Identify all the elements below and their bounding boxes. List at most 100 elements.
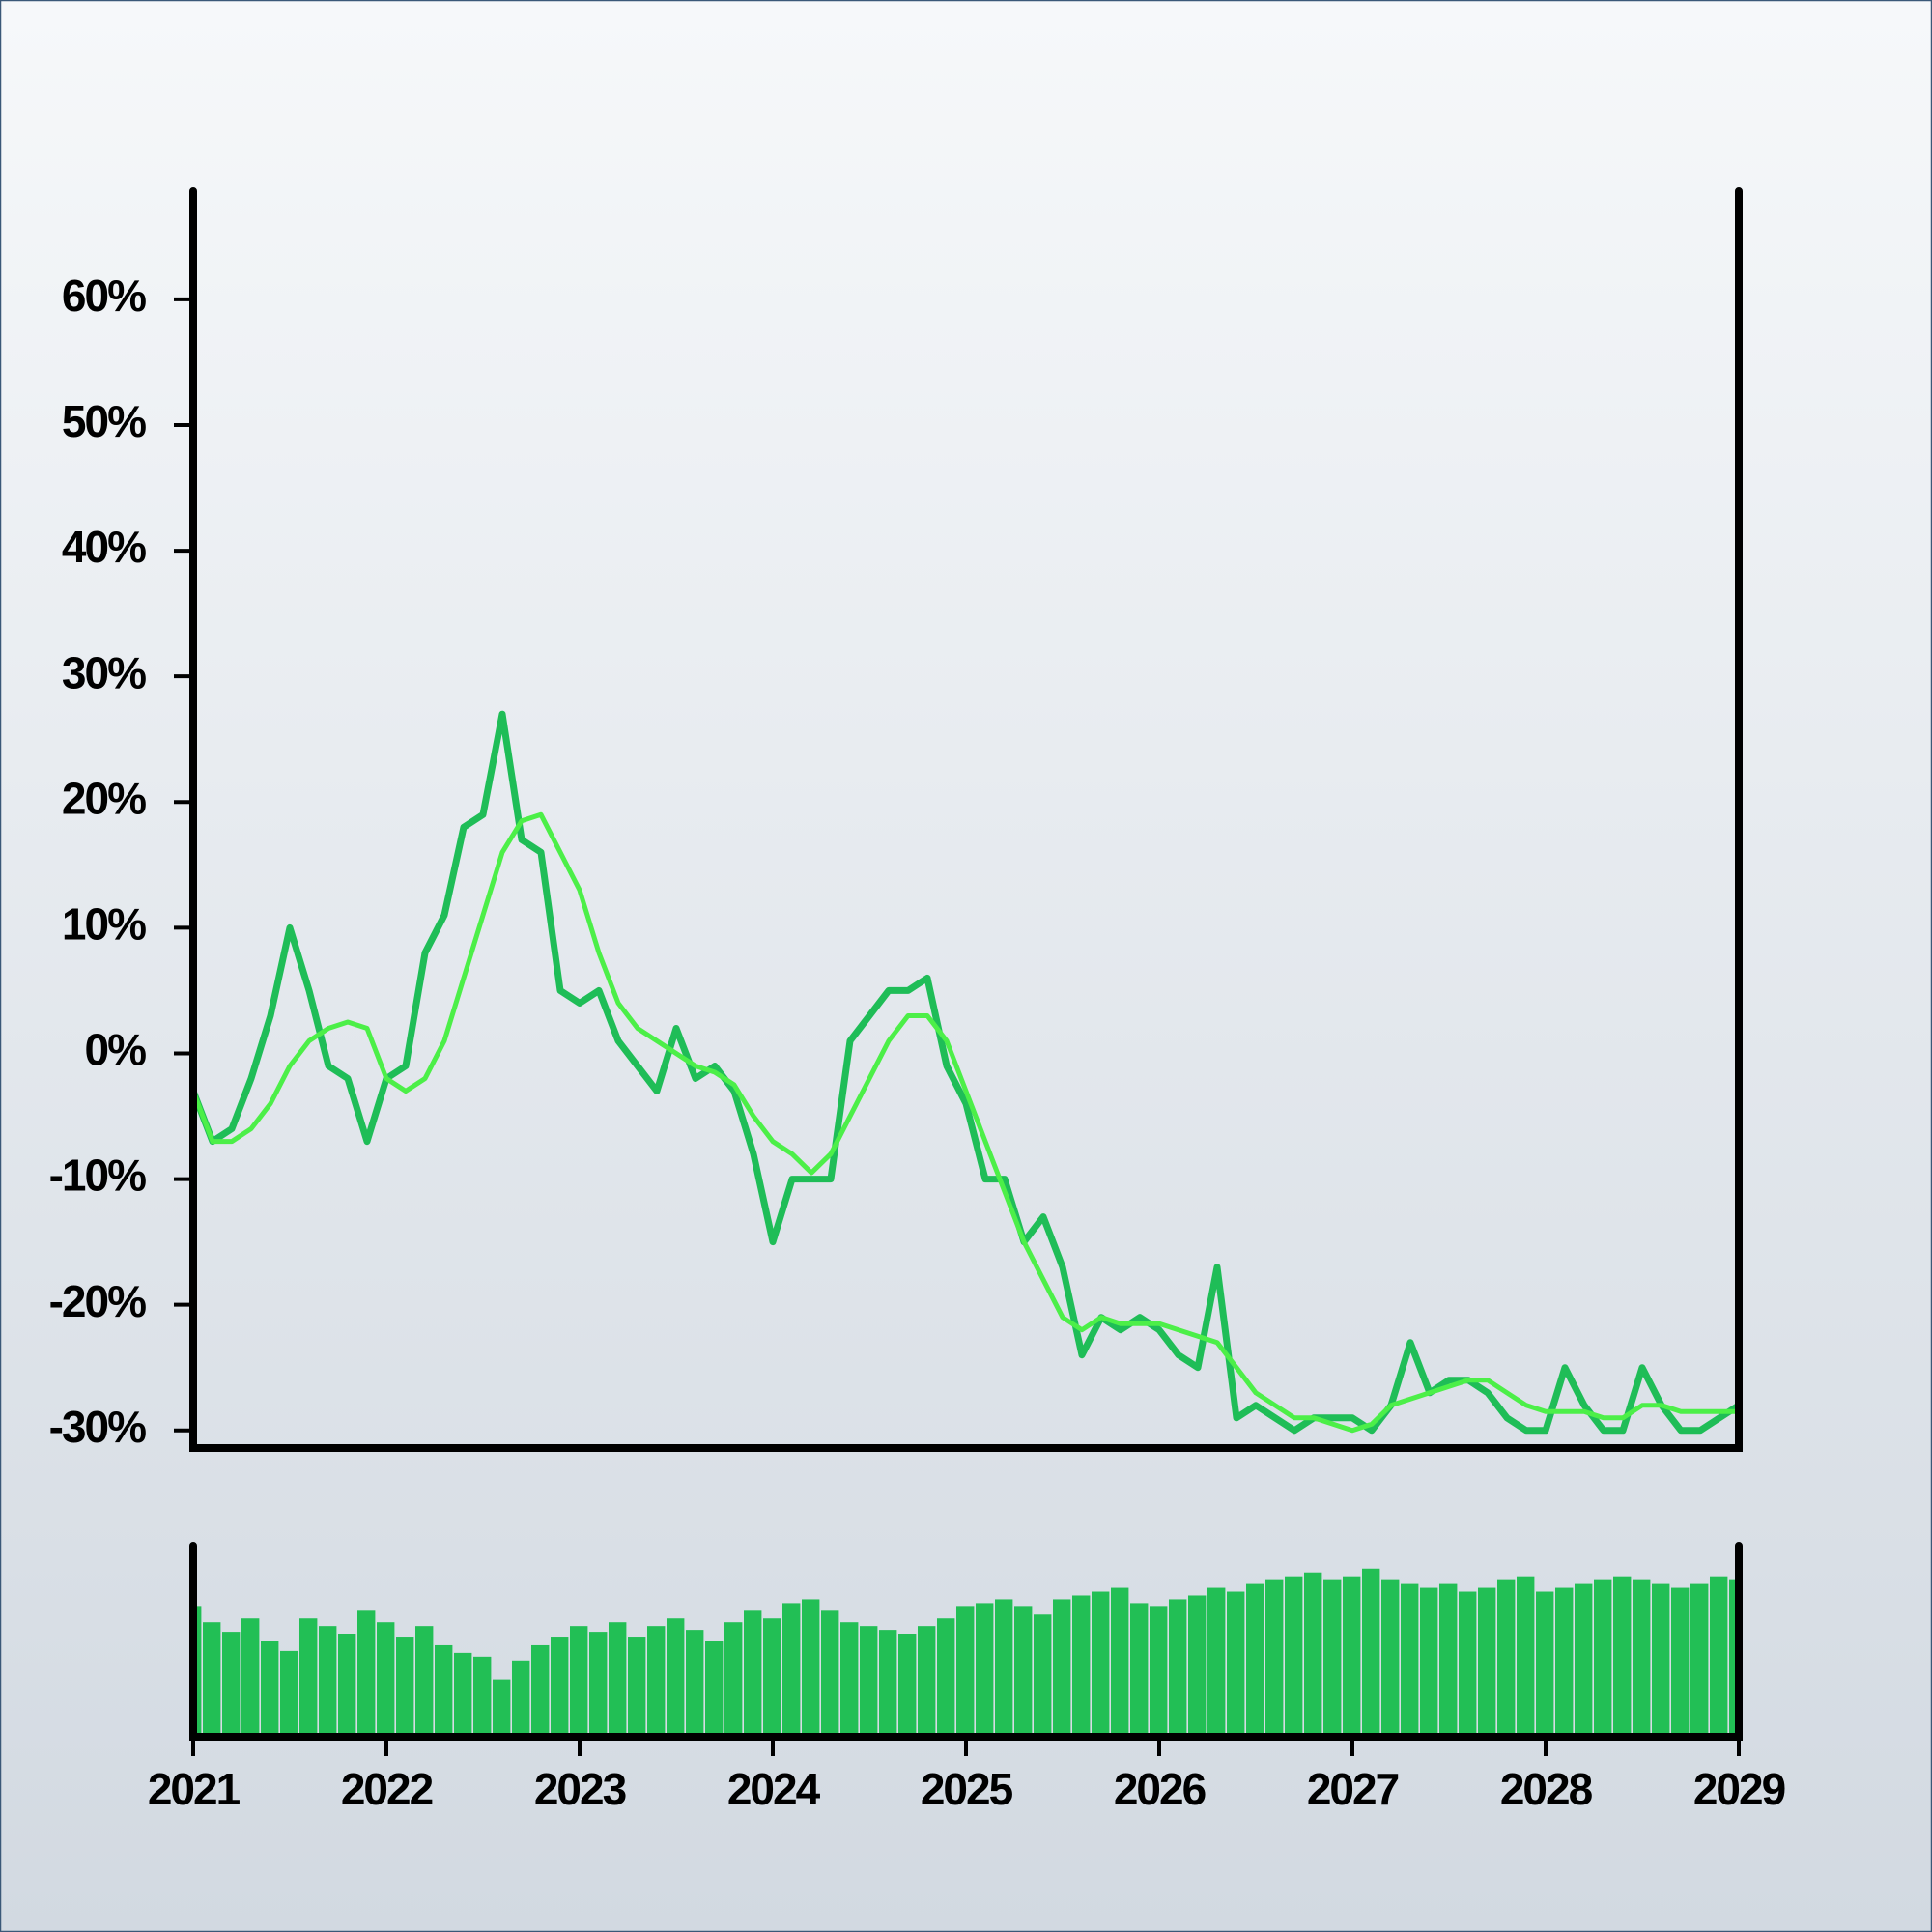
volume-bar <box>879 1630 897 1737</box>
volume-bar <box>647 1626 666 1737</box>
volume-bar <box>551 1637 569 1737</box>
line-series <box>193 811 1739 1434</box>
volume-bar <box>1710 1576 1728 1737</box>
volume-bar <box>1594 1579 1612 1737</box>
volume-bar <box>1690 1583 1709 1737</box>
volume-bar <box>860 1626 878 1737</box>
axes: -30% -20% -10% 0% 10% 20% 30% 40% 50% 60% 2021 2022… <box>49 187 1787 1814</box>
volume-bar <box>435 1644 453 1737</box>
y-tick-label: 0% <box>85 1025 147 1075</box>
y-tick-label: -20% <box>49 1276 146 1326</box>
y-tick-label: 50% <box>62 396 146 446</box>
volume-bar <box>1459 1591 1477 1737</box>
y-tick-label: 20% <box>62 773 146 823</box>
y-tick-label: 40% <box>62 522 146 572</box>
volume-bar <box>1150 1606 1168 1737</box>
volume-bar <box>744 1610 762 1737</box>
price-plot <box>193 710 1739 1435</box>
volume-bar <box>802 1599 820 1737</box>
line-series <box>193 710 1739 1435</box>
volume-bar <box>918 1626 936 1737</box>
volume-bar <box>1188 1595 1207 1737</box>
volume-bar <box>937 1618 955 1737</box>
volume-bar <box>531 1644 550 1737</box>
volume-bar <box>1246 1583 1264 1737</box>
volume-bar <box>1439 1583 1458 1737</box>
volume-bar <box>222 1632 241 1737</box>
volume-bar <box>493 1679 511 1737</box>
volume-bar <box>976 1603 994 1737</box>
x-tick-label: 2029 <box>1693 1764 1785 1814</box>
volume-bar <box>1497 1579 1516 1737</box>
volume-bar <box>609 1622 627 1737</box>
volume-bar <box>261 1641 279 1737</box>
y-tick-label: -30% <box>49 1402 146 1452</box>
volume-bar <box>956 1606 975 1737</box>
x-tick-label: 2027 <box>1307 1764 1399 1814</box>
volume-bar <box>203 1622 221 1737</box>
volume-bar <box>1323 1579 1342 1737</box>
volume-bar <box>1633 1579 1651 1737</box>
volume-bar <box>242 1618 260 1737</box>
volume-bar <box>724 1622 743 1737</box>
volume-bar <box>193 1606 202 1737</box>
volume-bar <box>1362 1568 1380 1737</box>
x-tick-label: 2024 <box>727 1764 821 1814</box>
volume-bar <box>667 1618 685 1737</box>
x-tick-label: 2021 <box>148 1764 241 1814</box>
volume-plot <box>193 1568 1739 1737</box>
volume-bar <box>1034 1614 1052 1737</box>
volume-bar <box>415 1626 434 1737</box>
volume-bar <box>1208 1587 1226 1737</box>
x-tick-label: 2025 <box>921 1764 1013 1814</box>
volume-bar <box>1671 1587 1690 1737</box>
volume-bar <box>821 1610 839 1737</box>
volume-bar <box>280 1650 298 1737</box>
volume-bar <box>763 1618 781 1737</box>
volume-bar <box>589 1632 608 1737</box>
price-frame <box>189 187 1743 1452</box>
volume-bar <box>1014 1606 1033 1737</box>
volume-bar <box>686 1630 704 1737</box>
x-tick-label: 2026 <box>1114 1764 1206 1814</box>
volume-bar <box>840 1622 859 1737</box>
volume-bar <box>377 1622 395 1737</box>
volume-bar <box>396 1637 414 1737</box>
volume-bar <box>1343 1576 1361 1737</box>
volume-bar <box>1111 1587 1129 1737</box>
volume-bar <box>1265 1579 1284 1737</box>
volume-bar <box>1478 1587 1496 1737</box>
volume-bar <box>1092 1591 1110 1737</box>
volume-bar <box>1072 1595 1091 1737</box>
volume-bar <box>1130 1603 1149 1737</box>
volume-bar <box>473 1656 492 1737</box>
volume-bar <box>898 1634 917 1737</box>
volume-bar <box>1227 1591 1245 1737</box>
volume-bar <box>1555 1587 1574 1737</box>
volume-bar <box>512 1660 530 1737</box>
volume-bar <box>338 1634 356 1737</box>
y-tick-label: 60% <box>62 270 146 321</box>
volume-bar <box>1401 1583 1419 1737</box>
volume-bar <box>1381 1579 1400 1737</box>
y-tick-label: 10% <box>62 899 146 950</box>
volume-bar <box>1613 1576 1632 1737</box>
volume-bar <box>705 1641 724 1737</box>
volume-bar <box>1575 1583 1593 1737</box>
x-tick-label: 2022 <box>341 1764 433 1814</box>
volume-bar <box>1536 1591 1554 1737</box>
volume-bar <box>995 1599 1013 1737</box>
volume-bar <box>299 1618 318 1737</box>
volume-bar <box>782 1603 801 1737</box>
x-tick-label: 2028 <box>1500 1764 1593 1814</box>
volume-bar <box>1420 1587 1438 1737</box>
volume-bar <box>1304 1572 1322 1737</box>
volume-bar <box>1169 1599 1187 1737</box>
x-tick-label: 2023 <box>534 1764 626 1814</box>
volume-bar <box>454 1652 472 1737</box>
volume-bar <box>1053 1599 1071 1737</box>
volume-bar <box>357 1610 376 1737</box>
y-tick-label: 30% <box>62 647 146 697</box>
volume-bar <box>570 1626 588 1737</box>
